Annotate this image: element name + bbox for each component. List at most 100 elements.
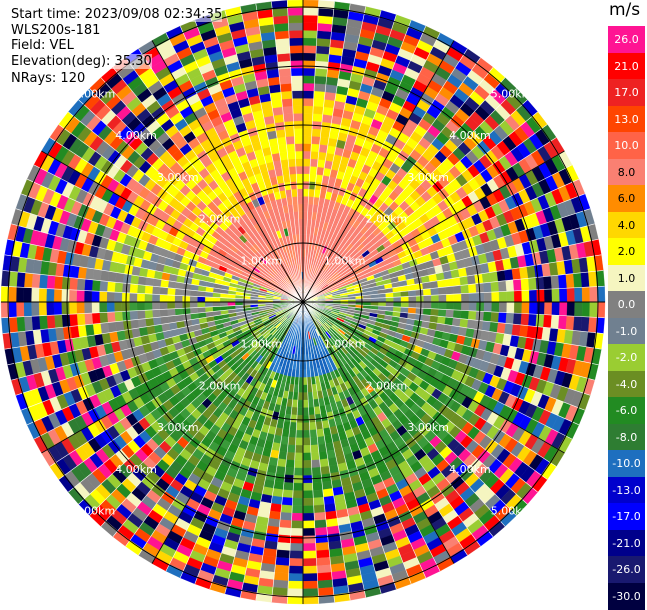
colorbar-tick-label: 2.0 <box>608 246 645 257</box>
range-label: 1.00km <box>241 254 283 267</box>
velocity-gate <box>310 166 318 174</box>
velocity-gate <box>303 589 318 597</box>
colorbar-tick-label: 4.0 <box>608 220 645 231</box>
velocity-gate <box>17 317 26 332</box>
velocity-gate <box>446 310 454 318</box>
velocity-gate <box>197 297 205 303</box>
velocity-gate <box>303 573 318 581</box>
velocity-gate <box>315 68 328 76</box>
velocity-gate <box>160 295 168 303</box>
velocity-gate <box>137 310 145 319</box>
velocity-gate <box>47 315 56 329</box>
velocity-gate <box>9 302 17 317</box>
velocity-gate <box>313 98 324 106</box>
velocity-gate <box>62 277 70 290</box>
velocity-gate <box>276 46 290 55</box>
velocity-gate <box>130 275 139 285</box>
velocity-gate <box>394 302 402 307</box>
velocity-gate <box>130 319 139 329</box>
colorbar-tick-label: 8.0 <box>608 167 645 178</box>
velocity-gate <box>54 276 63 289</box>
velocity-gate <box>92 313 100 324</box>
velocity-gate <box>292 498 303 506</box>
velocity-gate <box>293 483 303 491</box>
velocity-gate <box>298 400 304 408</box>
velocity-gate <box>290 60 303 68</box>
velocity-gate <box>322 114 333 123</box>
velocity-gate <box>270 503 282 512</box>
velocity-gate <box>491 312 499 323</box>
velocity-gate <box>281 505 292 513</box>
colorbar-tick-label: 13.0 <box>608 114 645 125</box>
velocity-gate <box>296 423 303 431</box>
velocity-gate <box>566 274 575 289</box>
velocity-gate <box>319 144 328 153</box>
velocity-gate <box>590 302 598 317</box>
velocity-gate <box>513 313 521 325</box>
velocity-gate <box>99 281 107 292</box>
velocity-gate <box>521 314 529 326</box>
velocity-gate <box>92 291 100 302</box>
velocity-gate <box>272 8 288 17</box>
velocity-gate <box>115 282 123 292</box>
velocity-gate <box>408 308 416 314</box>
velocity-gate <box>92 302 100 313</box>
velocity-gate <box>320 137 329 146</box>
velocity-gate <box>77 290 85 302</box>
velocity-gate <box>69 314 77 327</box>
velocity-gate <box>303 513 315 521</box>
velocity-gate <box>309 407 315 415</box>
velocity-gate <box>153 317 162 326</box>
velocity-gate <box>17 272 26 287</box>
colorbar-tick-label: -1.0 <box>608 326 645 337</box>
velocity-gate <box>289 558 303 566</box>
range-label: 4.00km <box>115 463 157 476</box>
velocity-gate <box>32 316 41 331</box>
velocity-gate <box>277 137 286 146</box>
velocity-gate <box>107 282 115 293</box>
range-label: 3.00km <box>157 171 199 184</box>
velocity-gate <box>137 293 145 302</box>
velocity-gate <box>303 128 312 136</box>
velocity-gate <box>322 481 333 490</box>
colorbar-unit: m/s <box>609 0 640 20</box>
velocity-gate <box>311 445 319 453</box>
velocity-gate <box>279 520 291 528</box>
velocity-gate <box>130 284 138 294</box>
velocity-gate <box>303 30 317 38</box>
velocity-gate <box>529 302 537 314</box>
velocity-gate <box>310 430 318 438</box>
velocity-gate <box>160 287 168 295</box>
velocity-gate <box>446 302 454 310</box>
velocity-gate <box>558 315 567 329</box>
velocity-gate <box>290 45 303 53</box>
velocity-gate <box>84 313 92 325</box>
velocity-gate <box>145 285 153 294</box>
velocity-gate <box>279 76 291 84</box>
velocity-gate <box>24 287 32 302</box>
velocity-gate <box>115 321 124 332</box>
velocity-gate <box>9 271 18 287</box>
velocity-gate <box>290 53 303 61</box>
velocity-gate <box>469 293 477 302</box>
velocity-gate <box>220 302 228 306</box>
velocity-gate <box>424 295 432 302</box>
velocity-gate <box>289 566 303 574</box>
velocity-gate <box>303 53 316 61</box>
velocity-gate <box>278 61 291 69</box>
elevation-label: Elevation(deg): 35.30 <box>11 54 152 69</box>
velocity-gate <box>293 113 303 121</box>
velocity-gate <box>274 572 289 581</box>
velocity-gate <box>312 467 322 475</box>
velocity-gate <box>39 302 47 316</box>
colorbar-tick-label: 21.0 <box>608 61 645 72</box>
velocity-gate <box>54 289 62 302</box>
velocity-gate <box>32 274 41 289</box>
velocity-gate <box>446 286 454 294</box>
velocity-gate <box>303 506 314 514</box>
velocity-gate <box>54 302 62 315</box>
velocity-gate <box>167 288 175 296</box>
velocity-gate <box>491 282 499 293</box>
velocity-gate <box>318 16 333 25</box>
